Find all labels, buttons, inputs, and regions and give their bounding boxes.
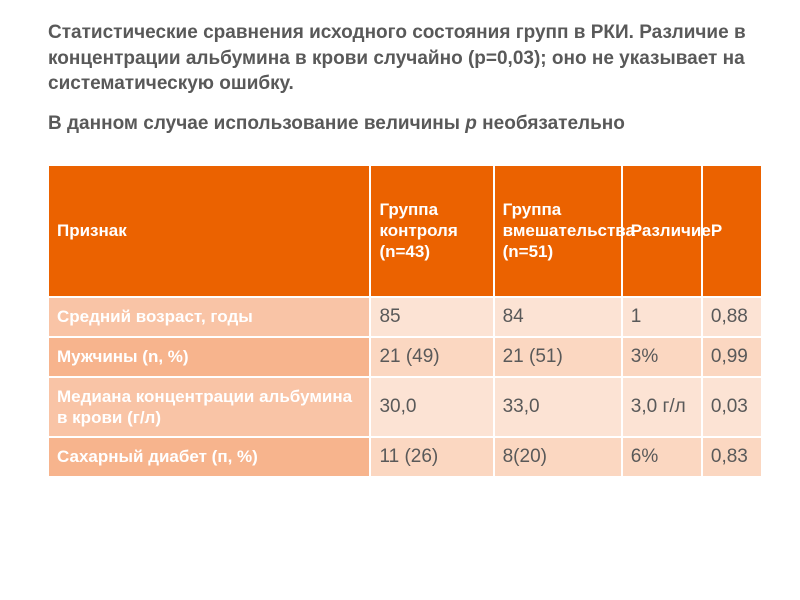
cell: 1 [622,297,702,337]
cell: 6% [622,437,702,477]
col-header-diff: Различие [622,165,702,297]
row-label: Средний возраст, годы [48,297,370,337]
col-header-intervention: Группа вмешательства (n=51) [494,165,622,297]
cell: 21 (49) [370,337,493,377]
row-label: Мужчины (n, %) [48,337,370,377]
comparison-table: Признак Группа контроля (n=43) Группа вм… [48,165,762,478]
slide: Статистические сравнения исходного состо… [0,0,800,600]
col-header-control: Группа контроля (n=43) [370,165,493,297]
table-header-row: Признак Группа контроля (n=43) Группа вм… [48,165,762,297]
cell: 0,83 [702,437,762,477]
col-header-p: P [702,165,762,297]
table-row: Средний возраст, годы 85 84 1 0,88 [48,297,762,337]
col-header-feature: Признак [48,165,370,297]
cell: 33,0 [494,377,622,438]
table-row: Мужчины (n, %) 21 (49) 21 (51) 3% 0,99 [48,337,762,377]
cell: 11 (26) [370,437,493,477]
cell: 0,03 [702,377,762,438]
cell: 84 [494,297,622,337]
subheading-part2: необязательно [477,113,625,134]
cell: 0,99 [702,337,762,377]
cell: 3,0 г/л [622,377,702,438]
table-row: Сахарный диабет (п, %) 11 (26) 8(20) 6% … [48,437,762,477]
row-label: Медиана концентрации альбумина в крови (… [48,377,370,438]
row-label: Сахарный диабет (п, %) [48,437,370,477]
cell: 0,88 [702,297,762,337]
cell: 21 (51) [494,337,622,377]
cell: 8(20) [494,437,622,477]
subheading-italic-p: p [465,113,477,134]
subheading-part1: В данном случае использование величины [48,113,465,134]
cell: 30,0 [370,377,493,438]
slide-heading: Статистические сравнения исходного состо… [48,20,762,97]
cell: 3% [622,337,702,377]
slide-subheading: В данном случае использование величины p… [48,111,762,137]
table-row: Медиана концентрации альбумина в крови (… [48,377,762,438]
cell: 85 [370,297,493,337]
